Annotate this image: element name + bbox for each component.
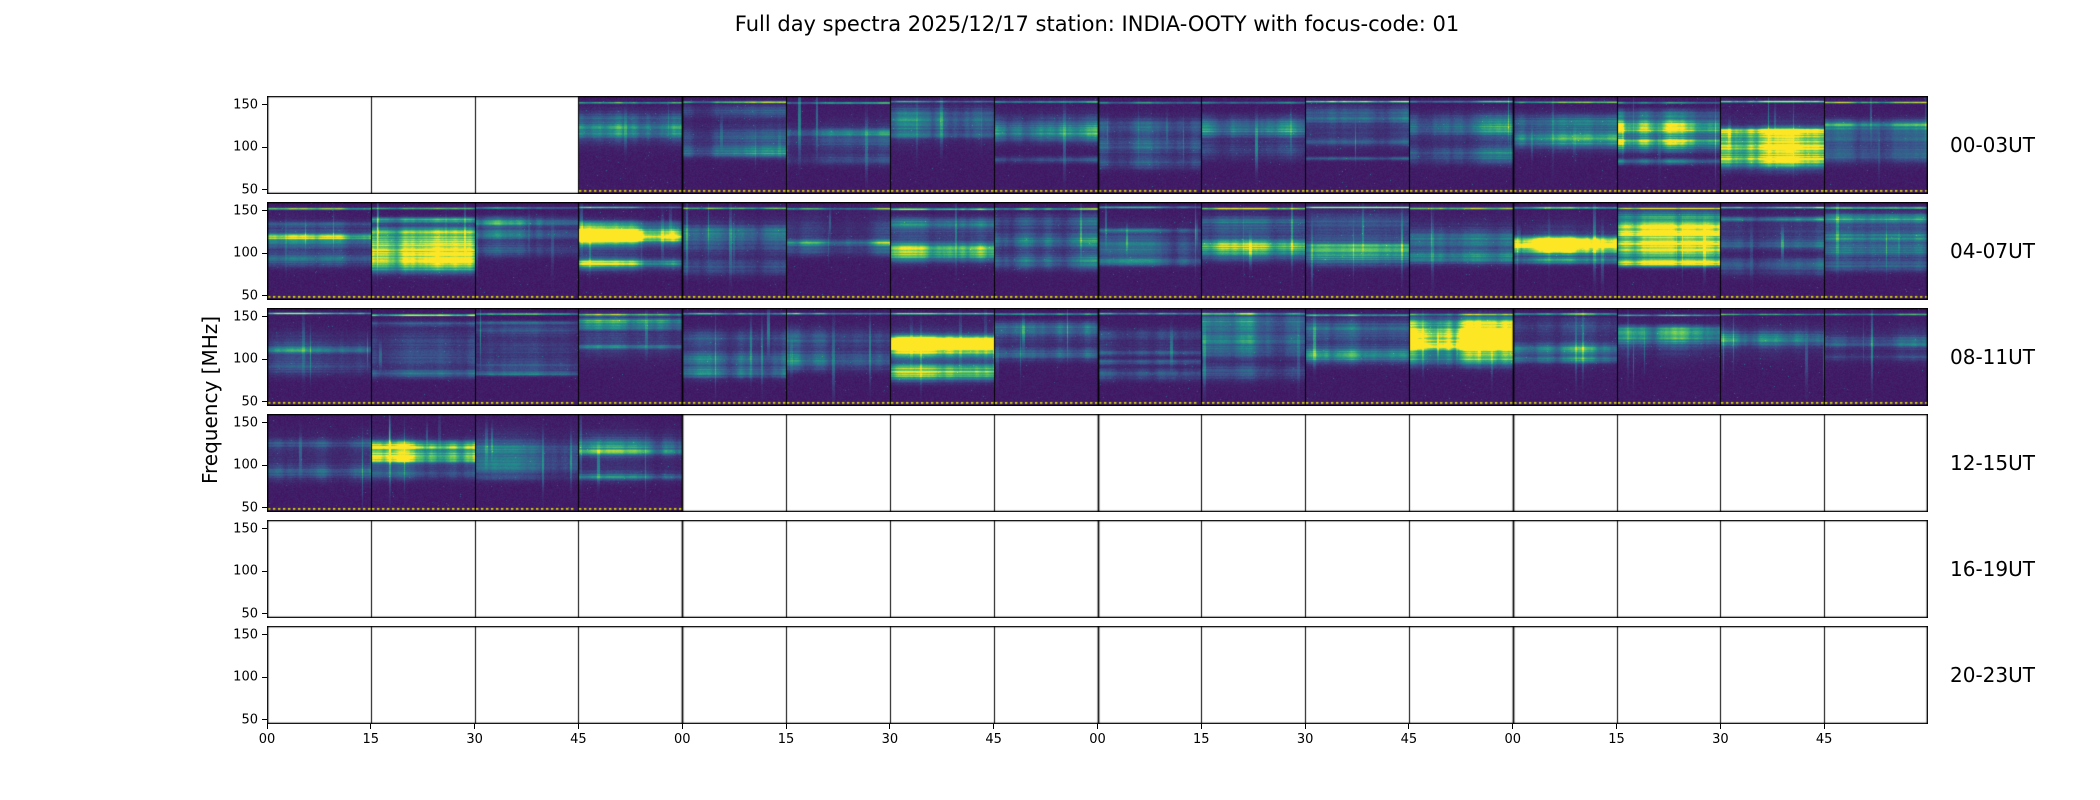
x-tick bbox=[1616, 724, 1618, 729]
x-tick-label: 00 bbox=[258, 732, 276, 747]
x-tick bbox=[681, 724, 683, 729]
x-tick-label: 15 bbox=[1608, 732, 1625, 747]
x-tick-label: 45 bbox=[570, 732, 587, 747]
x-tick bbox=[1304, 724, 1306, 729]
x-tick-label: 45 bbox=[1400, 732, 1418, 747]
y-tick-label: 50 bbox=[241, 288, 258, 304]
x-tick-label: 15 bbox=[362, 732, 380, 747]
x-tick bbox=[1823, 724, 1825, 729]
y-tick bbox=[262, 189, 267, 191]
row-time-label: 04-07UT bbox=[1950, 239, 2035, 263]
y-tick bbox=[262, 210, 267, 212]
y-tick-label: 100 bbox=[233, 139, 258, 155]
row-time-label: 20-23UT bbox=[1950, 663, 2035, 687]
x-tick bbox=[474, 724, 476, 729]
spectrogram-row-04-07UT bbox=[267, 202, 1928, 300]
y-tick bbox=[262, 401, 267, 403]
y-tick bbox=[262, 719, 267, 721]
spectrogram-row-12-15UT bbox=[267, 414, 1928, 512]
y-tick bbox=[262, 676, 267, 678]
y-tick-label: 150 bbox=[233, 627, 258, 643]
x-tick bbox=[889, 724, 891, 729]
row-time-label: 16-19UT bbox=[1950, 557, 2035, 581]
x-tick bbox=[370, 724, 372, 729]
y-tick bbox=[262, 252, 267, 254]
y-tick-label: 100 bbox=[233, 351, 258, 367]
spectrogram-row-16-19UT bbox=[267, 520, 1928, 618]
row-time-label: 00-03UT bbox=[1950, 133, 2035, 157]
x-tick bbox=[1512, 724, 1514, 729]
y-tick-label: 150 bbox=[233, 97, 258, 113]
x-tick-label: 30 bbox=[1296, 732, 1314, 747]
x-tick-label: 00 bbox=[1089, 732, 1106, 747]
x-tick-label: 00 bbox=[673, 732, 691, 747]
y-tick-label: 150 bbox=[233, 415, 258, 431]
y-tick bbox=[262, 358, 267, 360]
y-tick-label: 100 bbox=[233, 245, 258, 261]
y-tick bbox=[262, 104, 267, 106]
x-tick bbox=[785, 724, 787, 729]
x-tick-label: 45 bbox=[985, 732, 1002, 747]
x-tick-label: 30 bbox=[1712, 732, 1729, 747]
y-tick bbox=[262, 316, 267, 318]
x-tick bbox=[577, 724, 579, 729]
x-tick-label: 30 bbox=[881, 732, 899, 747]
x-tick bbox=[1408, 724, 1410, 729]
spectrogram-row-08-11UT bbox=[267, 308, 1928, 406]
x-tick-label: 15 bbox=[777, 732, 795, 747]
y-tick bbox=[262, 570, 267, 572]
spectrogram-row-20-23UT bbox=[267, 626, 1928, 724]
x-tick-label: 00 bbox=[1504, 732, 1522, 747]
x-tick bbox=[993, 724, 995, 729]
y-tick-label: 50 bbox=[241, 712, 258, 728]
row-time-label: 08-11UT bbox=[1950, 345, 2035, 369]
y-tick bbox=[262, 634, 267, 636]
x-tick bbox=[1200, 724, 1202, 729]
x-tick-label: 15 bbox=[1193, 732, 1210, 747]
y-tick-label: 150 bbox=[233, 203, 258, 219]
spectrogram-row-00-03UT bbox=[267, 96, 1928, 194]
y-tick-label: 100 bbox=[233, 457, 258, 473]
y-tick-label: 100 bbox=[233, 669, 258, 685]
y-tick-label: 50 bbox=[241, 500, 258, 516]
y-tick bbox=[262, 146, 267, 148]
y-tick bbox=[262, 295, 267, 297]
x-tick bbox=[266, 724, 268, 729]
x-tick-label: 30 bbox=[466, 732, 483, 747]
y-axis-label: Frequency [MHz] bbox=[198, 315, 222, 485]
x-tick bbox=[1719, 724, 1721, 729]
y-tick-label: 50 bbox=[241, 182, 258, 198]
y-tick-label: 100 bbox=[233, 563, 258, 579]
y-tick-label: 150 bbox=[233, 309, 258, 325]
x-tick bbox=[1097, 724, 1098, 729]
y-tick-label: 150 bbox=[233, 521, 258, 537]
y-tick bbox=[262, 528, 267, 530]
y-tick bbox=[262, 464, 267, 466]
y-tick bbox=[262, 507, 267, 509]
x-tick-label: 45 bbox=[1815, 732, 1833, 747]
chart-title: Full day spectra 2025/12/17 station: IND… bbox=[734, 12, 1460, 36]
y-tick bbox=[262, 422, 267, 424]
y-tick bbox=[262, 613, 267, 615]
row-time-label: 12-15UT bbox=[1950, 451, 2035, 475]
y-tick-label: 50 bbox=[241, 394, 258, 410]
y-tick-label: 50 bbox=[241, 606, 258, 622]
